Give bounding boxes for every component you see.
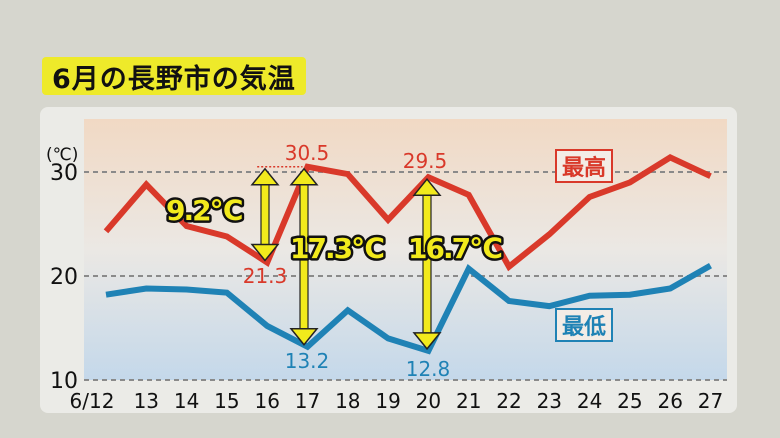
x-tick: 19 bbox=[375, 389, 400, 413]
y-tick-20: 20 bbox=[50, 265, 78, 290]
x-tick: 23 bbox=[537, 389, 562, 413]
x-tick: 17 bbox=[295, 389, 320, 413]
x-axis: 6/12 13 14 15 16 17 18 19 20 21 22 23 24 25 26 27 bbox=[70, 389, 724, 413]
x-tick: 26 bbox=[657, 389, 682, 413]
range-label-9-2: 9.2℃ bbox=[166, 194, 243, 227]
svg-text:最高: 最高 bbox=[562, 155, 606, 181]
series-lines bbox=[103, 154, 712, 355]
y-unit-label: (℃) bbox=[46, 145, 78, 165]
plot-area bbox=[84, 119, 727, 380]
range-arrow-16 bbox=[250, 167, 280, 262]
legend-high: 最高 bbox=[555, 149, 613, 183]
x-tick: 15 bbox=[214, 389, 239, 413]
x-tick: 24 bbox=[577, 389, 602, 413]
series-line-low bbox=[105, 262, 712, 355]
y-tick-30: 30 bbox=[50, 161, 78, 186]
y-tick-10: 10 bbox=[50, 369, 78, 394]
range-label-17-3: 17.3℃ bbox=[290, 232, 384, 265]
label-high-17: 30.5 bbox=[285, 141, 330, 165]
svg-text:最低: 最低 bbox=[562, 315, 606, 340]
range-arrows bbox=[250, 167, 442, 351]
x-tick: 16 bbox=[254, 389, 279, 413]
gridlines bbox=[84, 171, 727, 381]
chart-title: 6月の長野市の気温 bbox=[42, 57, 306, 95]
label-high-16: 21.3 bbox=[243, 264, 288, 288]
x-tick: 25 bbox=[617, 389, 642, 413]
x-tick: 20 bbox=[416, 389, 441, 413]
x-tick: 27 bbox=[698, 389, 723, 413]
range-label-16-7: 16.7℃ bbox=[408, 232, 502, 265]
y-axis: (℃)30 20 10 bbox=[46, 145, 78, 394]
range-arrow-17 bbox=[289, 167, 319, 346]
range-arrow-20 bbox=[412, 178, 442, 351]
x-tick: 13 bbox=[134, 389, 159, 413]
label-low-17: 13.2 bbox=[285, 349, 330, 373]
label-high-20: 29.5 bbox=[403, 149, 448, 173]
x-tick: 6/12 bbox=[70, 389, 115, 413]
x-tick: 18 bbox=[335, 389, 360, 413]
x-tick: 14 bbox=[174, 389, 199, 413]
series-line-high bbox=[103, 154, 712, 272]
x-tick: 22 bbox=[496, 389, 521, 413]
x-tick: 21 bbox=[456, 389, 481, 413]
label-low-20: 12.8 bbox=[406, 357, 451, 381]
legend-low: 最低 bbox=[555, 308, 613, 342]
